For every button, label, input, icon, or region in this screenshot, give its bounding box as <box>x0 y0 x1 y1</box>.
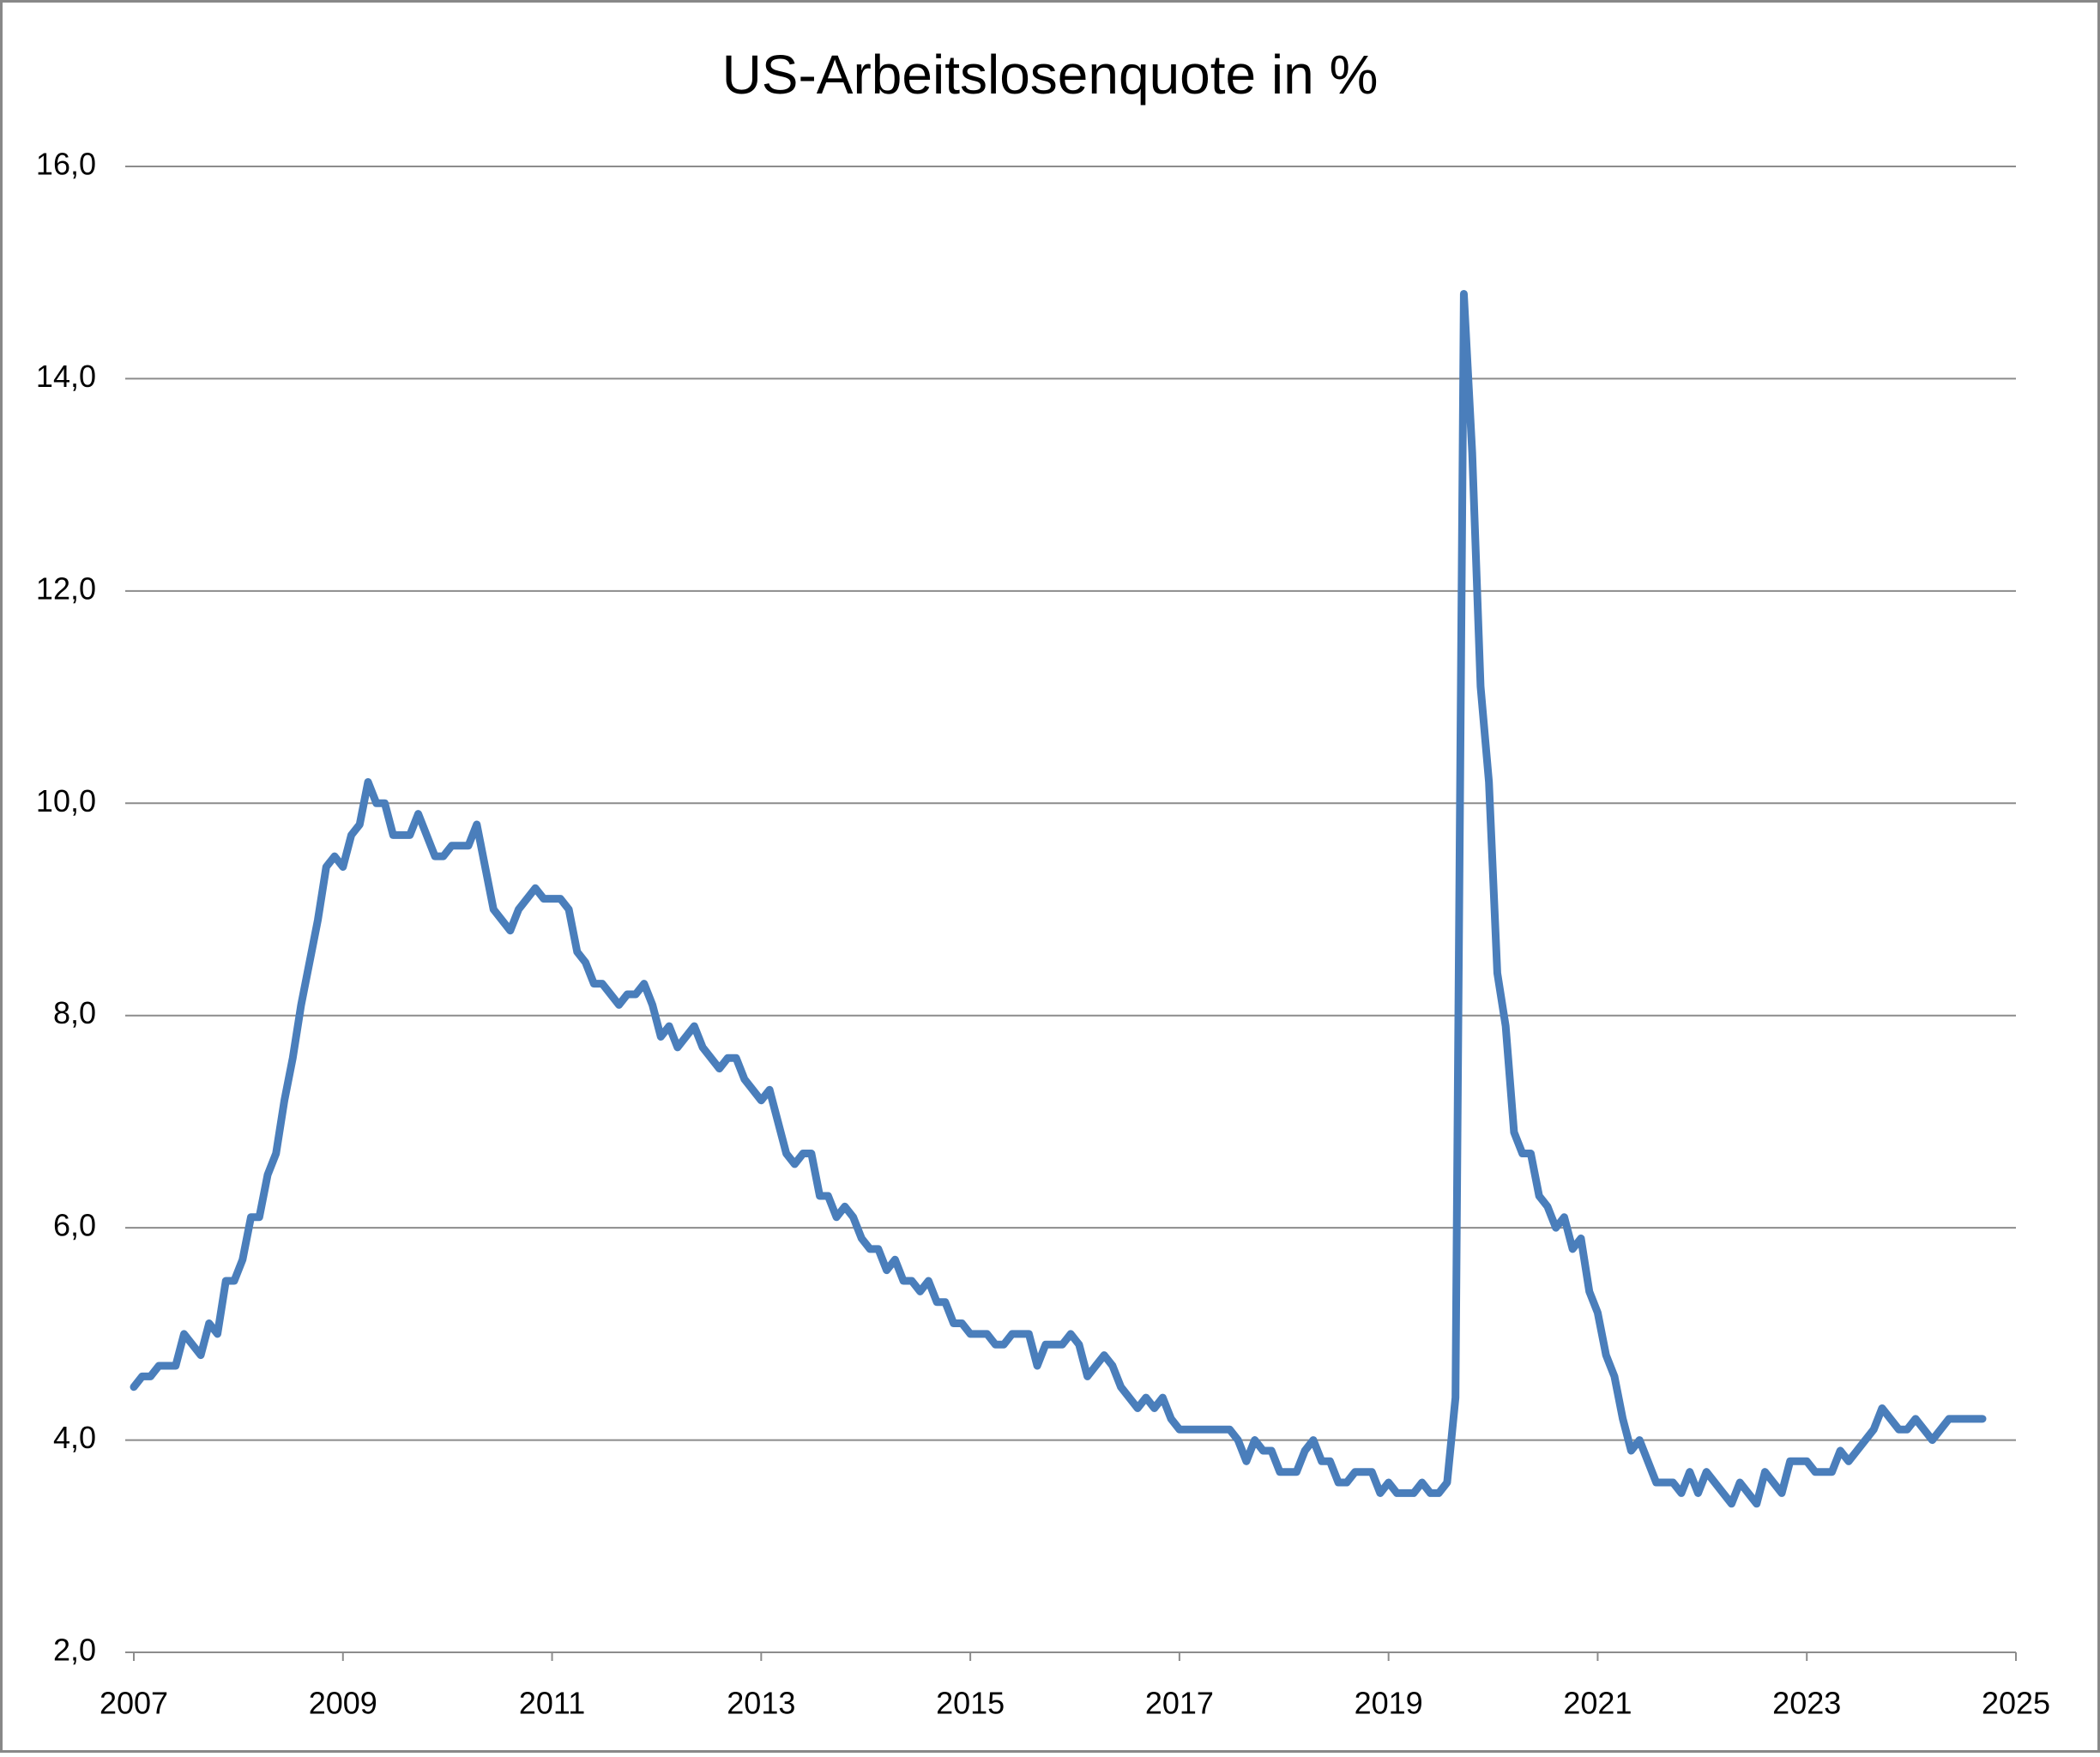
x-tick-label: 2009 <box>309 1686 377 1721</box>
x-tick-label: 2007 <box>100 1686 168 1721</box>
x-tick-label: 2025 <box>1982 1686 2050 1721</box>
x-tick-label: 2019 <box>1355 1686 1423 1721</box>
y-tick-label: 14,0 <box>36 359 96 394</box>
x-tick-label: 2021 <box>1563 1686 1632 1721</box>
x-tick-label: 2017 <box>1145 1686 1214 1721</box>
x-tick-label: 2023 <box>1772 1686 1841 1721</box>
y-tick-label: 12,0 <box>36 571 96 606</box>
y-tick-label: 6,0 <box>53 1208 96 1243</box>
x-tick-label: 2011 <box>519 1686 585 1721</box>
y-tick-label: 2,0 <box>53 1633 96 1668</box>
y-tick-label: 8,0 <box>53 995 96 1030</box>
chart-title: US-Arbeitslosenquote in % <box>722 44 1379 106</box>
x-tick-label: 2015 <box>936 1686 1005 1721</box>
y-tick-label: 16,0 <box>36 147 96 182</box>
data-line <box>130 289 1987 1508</box>
y-tick-label: 4,0 <box>53 1420 96 1455</box>
y-tick-label: 10,0 <box>36 783 96 818</box>
x-tick-label: 2013 <box>727 1686 795 1721</box>
